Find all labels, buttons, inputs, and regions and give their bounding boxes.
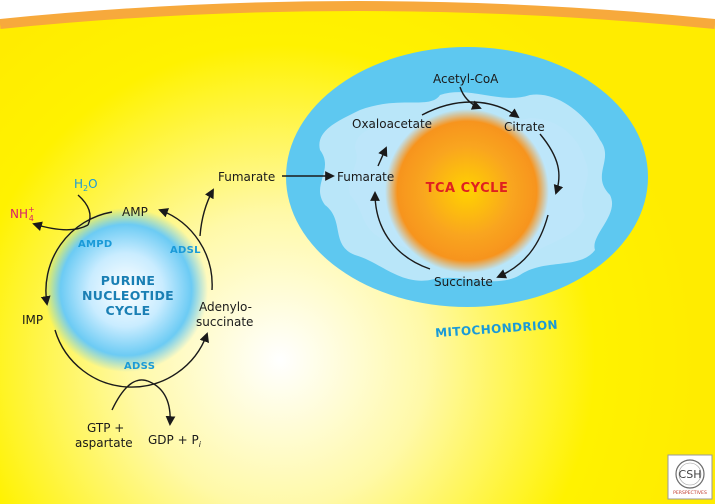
label-adenylosuccinate-1: Adenylo- — [199, 300, 252, 314]
tca-cycle-title: TCA CYCLE — [426, 181, 509, 196]
label-citrate: Citrate — [504, 120, 545, 134]
label-fumarate-cytosol: Fumarate — [218, 170, 275, 184]
purine-cycle-title-2: NUCLEOTIDE — [82, 288, 174, 303]
tca-cycle-core — [385, 109, 549, 273]
label-aspartate: aspartate — [75, 436, 133, 450]
label-oxaloacetate: Oxaloacetate — [352, 117, 432, 131]
purine-cycle-title-1: PURINE — [101, 273, 155, 288]
tca-cycle-arrows — [370, 86, 564, 279]
purine-cycle-arrows — [32, 171, 335, 426]
label-fumarate-mito: Fumarate — [337, 170, 394, 184]
label-water: H2O — [74, 177, 98, 193]
label-ammonium: NH+ 4 — [10, 205, 35, 223]
purine-cycle-core — [44, 208, 208, 372]
enzyme-adsl: ADSL — [170, 245, 201, 256]
label-succinate: Succinate — [434, 275, 493, 289]
purine-cycle-title-3: CYCLE — [106, 303, 151, 318]
logo-text-sub: PERSPECTIVES — [673, 490, 707, 496]
label-amp: AMP — [122, 205, 148, 219]
csh-perspectives-logo: CSH PERSPECTIVES — [667, 454, 713, 500]
logo-text-main: CSH — [679, 468, 702, 481]
label-imp: IMP — [22, 313, 43, 327]
enzyme-ampd: AMPD — [78, 239, 113, 250]
label-gdp: GDP + Pi — [148, 433, 202, 449]
label-acetyl-coa: Acetyl-CoA — [433, 72, 499, 86]
label-gtp: GTP + — [87, 421, 124, 435]
cell-membrane — [0, 1, 715, 29]
label-adenylosuccinate-2: succinate — [196, 315, 253, 329]
enzyme-adss: ADSS — [124, 361, 155, 372]
